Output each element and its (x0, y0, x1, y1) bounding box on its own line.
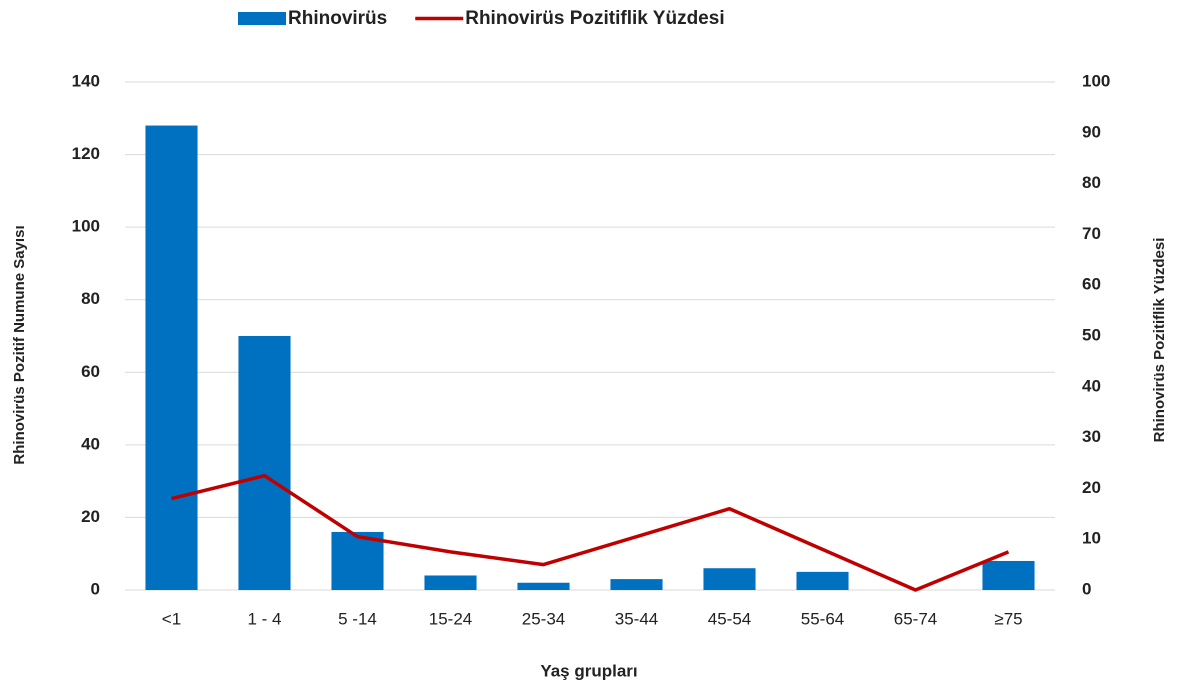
y-tick-label: 100 (72, 217, 100, 236)
y2-tick-label: 100 (1082, 71, 1110, 90)
bar (982, 560, 1035, 590)
x-tick-label: 45-54 (708, 609, 751, 628)
line (171, 473, 1010, 592)
y-tick-label: 20 (81, 507, 100, 526)
x-tick-label: 15-24 (429, 609, 472, 628)
y2-tick-label: 10 (1082, 529, 1101, 548)
y2-tick-label: 70 (1082, 224, 1101, 243)
y-tick-label: 60 (81, 362, 100, 381)
y2-tick-label: 50 (1082, 325, 1101, 344)
y-tick-label: 40 (81, 434, 100, 453)
legend-label: Rhinovirüs Pozitiflik Yüzdesi (465, 8, 724, 29)
y2-tick-label: 30 (1082, 427, 1101, 446)
y2-tick-label: 20 (1082, 478, 1101, 497)
x-tick-label: 25-34 (522, 609, 565, 628)
legend-swatch (238, 12, 286, 25)
y-tick-label: 120 (72, 144, 100, 163)
bar (703, 568, 756, 590)
bar (145, 125, 198, 591)
bar (238, 336, 291, 590)
y2-axis-title: Rhinovirüs Pozitiflik Yüzdesi (1151, 238, 1168, 443)
legend-label: Rhinovirüs (288, 8, 387, 29)
y2-tick-label: 0 (1082, 579, 1091, 598)
y-tick-label: 0 (91, 579, 100, 598)
y2-tick-label: 60 (1082, 275, 1101, 294)
x-tick-label: <1 (162, 609, 181, 628)
bar (424, 575, 477, 590)
x-tick-label: 55-64 (801, 609, 844, 628)
x-tick-label: 35-44 (615, 609, 658, 628)
y2-tick-label: 40 (1082, 376, 1101, 395)
y-axis-title: Rhinovirüs Pozitif Numune Sayısı (11, 225, 28, 464)
x-axis-title: Yaş grupları (540, 661, 637, 680)
y-tick-label: 80 (81, 289, 100, 308)
x-tick-label: ≥75 (994, 609, 1022, 628)
x-tick-label: 5 -14 (338, 609, 377, 628)
bar (517, 582, 570, 590)
y-tick-label: 140 (72, 71, 100, 90)
bar (331, 531, 384, 590)
y2-tick-label: 80 (1082, 173, 1101, 192)
bar (796, 571, 849, 590)
x-tick-label: 1 - 4 (247, 609, 281, 628)
y2-tick-label: 90 (1082, 122, 1101, 141)
x-tick-label: 65-74 (894, 609, 937, 628)
bar (610, 579, 663, 590)
